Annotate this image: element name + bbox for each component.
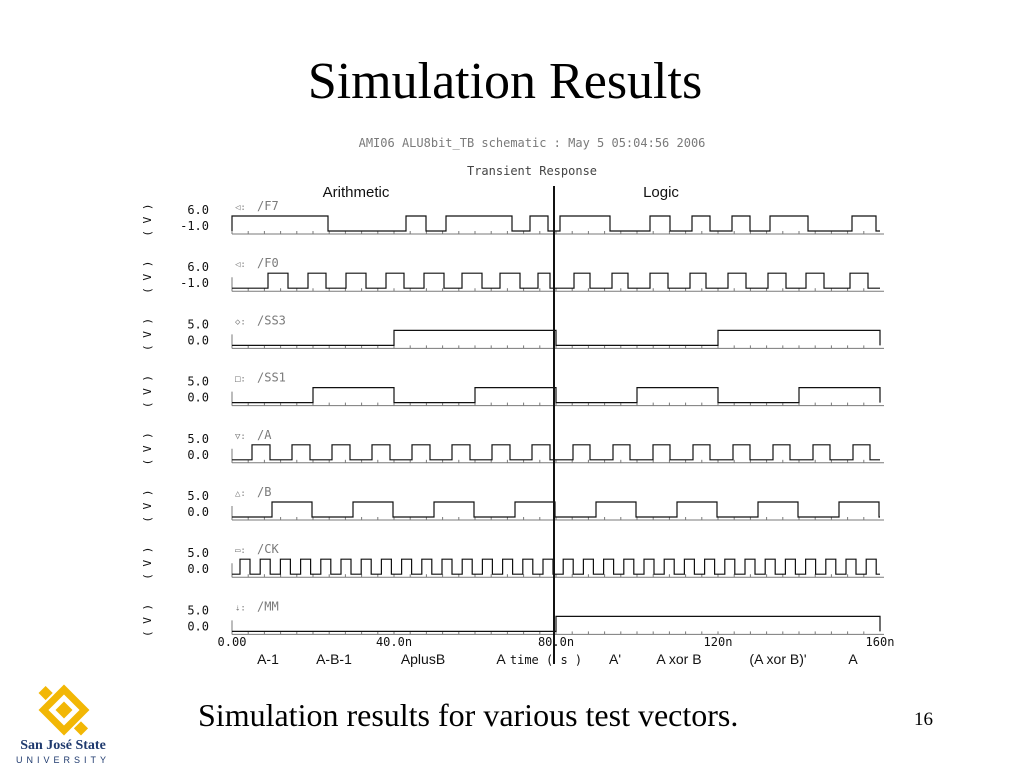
signal-symbol-icon: ◁:: [235, 203, 246, 213]
y-min-label: 0.0: [187, 448, 209, 462]
signal-name: /MM: [257, 599, 279, 613]
test-vector-label: (A xor B)': [749, 651, 806, 667]
time-tick-label: 0.00: [218, 635, 247, 649]
signal-symbol-icon: ▽:: [235, 432, 246, 442]
test-vector-label: A: [848, 651, 858, 667]
signal-symbol-icon: ◁:: [235, 260, 246, 270]
y-max-label: 5.0: [187, 317, 209, 331]
test-vector-label: A-B-1: [316, 651, 352, 667]
signal-name: /F0: [257, 256, 279, 270]
y-max-label: 5.0: [187, 603, 209, 617]
y-min-label: -1.0: [180, 219, 209, 233]
signal-symbol-icon: △:: [235, 489, 246, 499]
signal-trace: [232, 444, 880, 461]
y-unit-label: ( V ): [141, 489, 154, 522]
signal-symbol-icon: □:: [235, 375, 246, 385]
signal-symbol-icon: ▭:: [235, 546, 246, 556]
y-max-label: 5.0: [187, 546, 209, 560]
y-min-label: 0.0: [187, 391, 209, 405]
y-max-label: 5.0: [187, 375, 209, 389]
time-tick-label: 160n: [866, 635, 895, 649]
test-vector-label: A xor B: [656, 651, 701, 667]
y-unit-label: ( V ): [141, 203, 154, 236]
y-min-label: 0.0: [187, 333, 209, 347]
signal-name: /SS1: [257, 371, 286, 385]
signal-name: /CK: [257, 542, 279, 556]
logo-subname: UNIVERSITY: [15, 755, 110, 765]
y-min-label: -1.0: [180, 276, 209, 290]
signal-name: /SS3: [257, 313, 286, 327]
signal-trace: [232, 501, 880, 518]
signal-trace: [232, 329, 881, 346]
slide-caption: Simulation results for various test vect…: [198, 697, 739, 733]
signal-symbol-icon: ◇:: [235, 317, 246, 327]
signal-symbol-icon: ⇣:: [235, 603, 246, 613]
y-min-label: 0.0: [187, 562, 209, 576]
university-logo-icon: [38, 684, 90, 736]
slide-title: Simulation Results: [307, 53, 703, 110]
time-tick-label: 80.0n: [538, 635, 574, 649]
plot-subheader: Transient Response: [467, 164, 597, 178]
y-unit-label: ( V ): [141, 547, 154, 580]
signal-trace: [232, 615, 881, 632]
signal-name: /A: [257, 428, 272, 442]
time-tick-label: 40.0n: [376, 635, 412, 649]
time-tick-label: 120n: [704, 635, 733, 649]
y-unit-label: ( V ): [141, 318, 154, 351]
signal-trace: [232, 387, 881, 404]
test-vector-label: A': [609, 651, 621, 667]
y-min-label: 0.0: [187, 619, 209, 633]
signal-name: /B: [257, 485, 271, 499]
y-max-label: 5.0: [187, 489, 209, 503]
test-vector-label: AplusB: [401, 651, 445, 667]
y-max-label: 6.0: [187, 260, 209, 274]
y-max-label: 6.0: [187, 203, 209, 217]
y-min-label: 0.0: [187, 505, 209, 519]
signal-trace: [232, 272, 880, 289]
region-label-logic: Logic: [643, 184, 679, 201]
x-axis-label: time ( s ): [510, 653, 582, 667]
y-unit-label: ( V ): [141, 432, 154, 465]
test-vector-label: A: [496, 651, 506, 667]
region-label-arithmetic: Arithmetic: [323, 184, 390, 201]
signal-trace: [232, 558, 880, 575]
y-max-label: 5.0: [187, 432, 209, 446]
y-unit-label: ( V ): [141, 604, 154, 637]
page-number: 16: [914, 709, 933, 730]
signal-trace: [231, 215, 880, 232]
y-unit-label: ( V ): [141, 375, 154, 408]
y-unit-label: ( V ): [141, 261, 154, 294]
logo-name: San José State: [20, 738, 106, 753]
test-vector-label: A-1: [257, 651, 279, 667]
plot-header: AMI06 ALU8bit_TB schematic : May 5 05:04…: [359, 136, 706, 150]
signal-name: /F7: [257, 199, 279, 213]
